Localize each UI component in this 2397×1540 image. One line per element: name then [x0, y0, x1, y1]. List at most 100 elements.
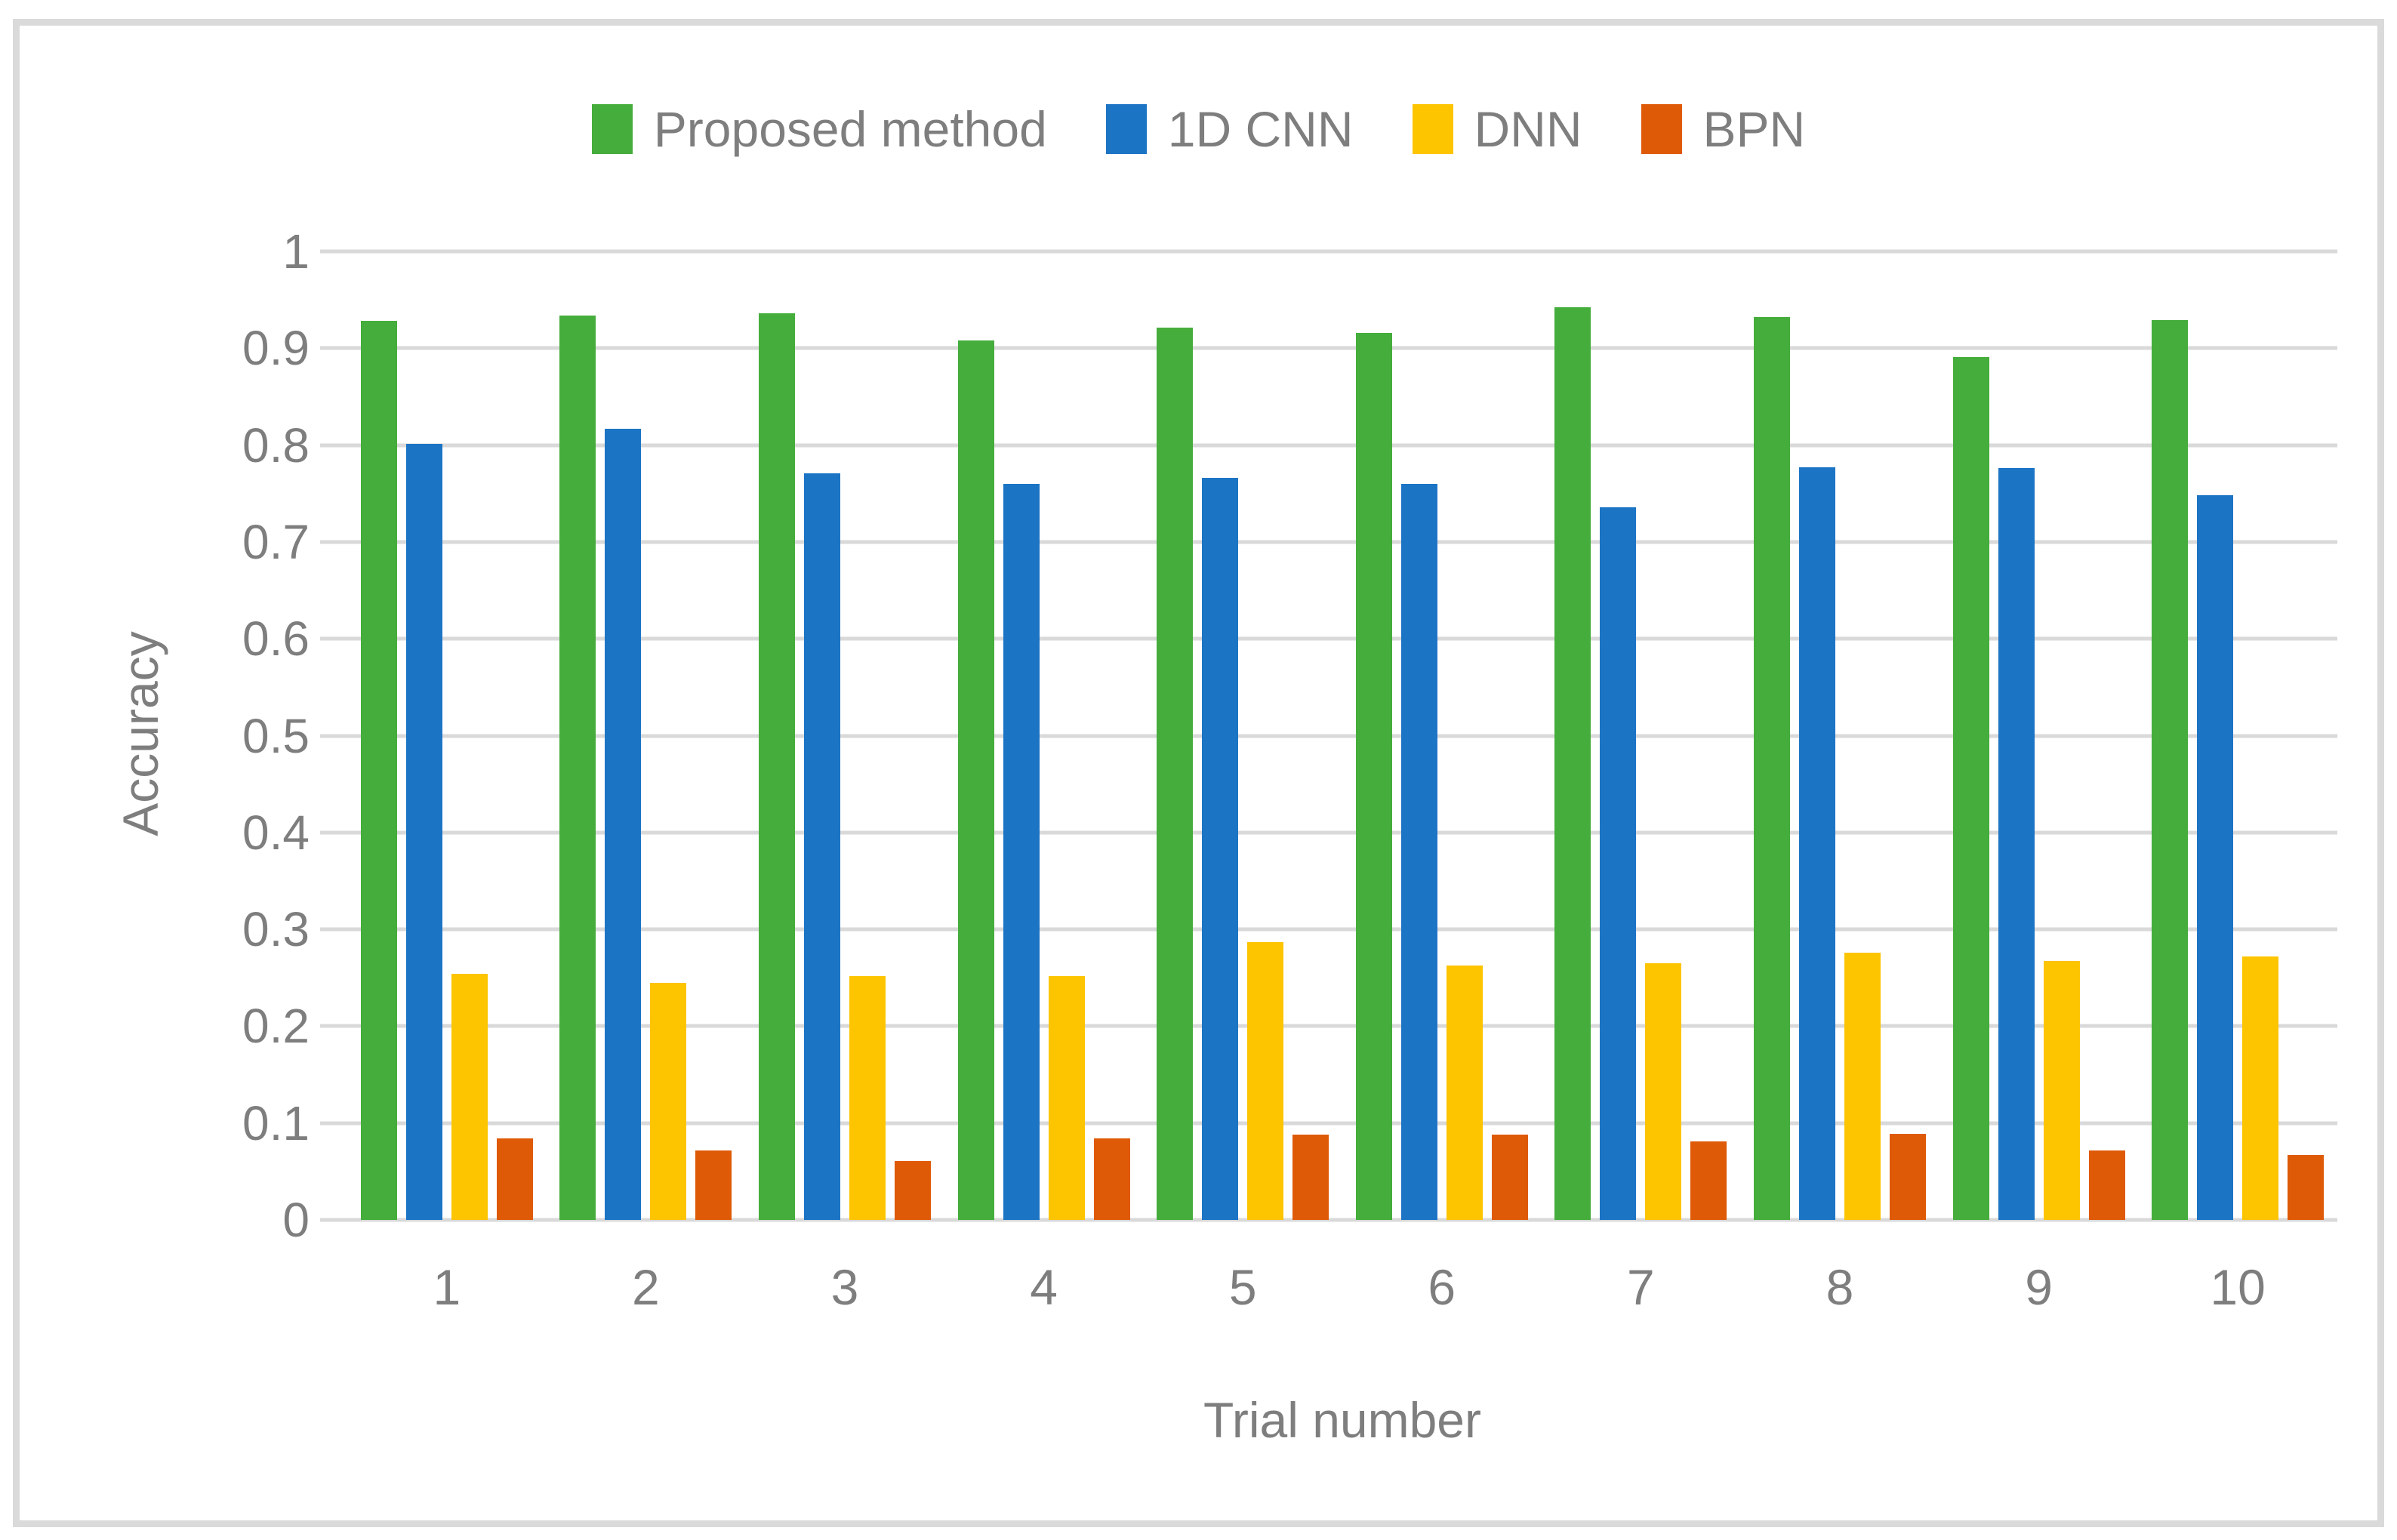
gridline-0.7 [347, 540, 2337, 544]
x-tick-label-2: 2 [632, 1259, 660, 1315]
bar-dnn-trial-10 [2242, 956, 2279, 1220]
gridline-0.2 [347, 1024, 2337, 1028]
bar-proposed-method-trial-8 [1753, 317, 1790, 1220]
bar-group-trial-10 [2138, 251, 2337, 1220]
x-tick-label-3: 3 [830, 1259, 859, 1315]
bar-dnn-trial-5 [1247, 941, 1284, 1220]
bar-bpn-trial-5 [1292, 1135, 1329, 1220]
legend-swatch-dnn [1412, 104, 1453, 154]
gridline-0.8 [347, 443, 2337, 448]
y-tick-label-0.7: 0.7 [242, 514, 310, 569]
y-tick-label-0.9: 0.9 [242, 321, 310, 376]
gridline-0.1 [347, 1121, 2337, 1126]
x-axis-title: Trial number [1203, 1392, 1481, 1448]
bar-proposed-method-trial-4 [957, 340, 994, 1220]
bar-group-trial-3 [745, 251, 944, 1220]
bar-dnn-trial-9 [2043, 961, 2080, 1220]
bar-1d-cnn-trial-8 [1798, 467, 1835, 1220]
y-axis-tick [320, 540, 347, 544]
bar-group-trial-5 [1143, 251, 1342, 1220]
y-axis-tick [320, 1121, 347, 1126]
y-tick-label-0.2: 0.2 [242, 999, 310, 1054]
x-tick-label-7: 7 [1627, 1259, 1655, 1315]
bar-1d-cnn-trial-9 [1998, 468, 2035, 1220]
gridline-0.5 [347, 734, 2337, 738]
bar-proposed-method-trial-9 [1952, 356, 1989, 1220]
bar-group-trial-1 [347, 251, 547, 1220]
bar-proposed-method-trial-1 [360, 321, 397, 1220]
bar-1d-cnn-trial-1 [405, 444, 442, 1220]
y-tick-label-0.8: 0.8 [242, 417, 310, 473]
y-axis-tick [320, 734, 347, 738]
x-tick-label-4: 4 [1030, 1259, 1058, 1315]
bar-group-trial-9 [1939, 251, 2139, 1220]
bar-bpn-trial-9 [2088, 1150, 2125, 1220]
bar-dnn-trial-8 [1844, 952, 1881, 1220]
x-tick-label-9: 9 [2025, 1259, 2053, 1315]
bar-dnn-trial-4 [1048, 975, 1085, 1220]
gridline-0 [347, 1218, 2337, 1222]
bar-proposed-method-trial-10 [2152, 320, 2189, 1220]
bar-group-trial-2 [547, 251, 746, 1220]
bar-dnn-trial-7 [1645, 963, 1682, 1220]
legend-item-1d-cnn: 1D CNN [1105, 101, 1354, 157]
bar-group-trial-8 [1740, 251, 1939, 1220]
bar-bpn-trial-6 [1491, 1135, 1528, 1220]
y-axis-tick [320, 1024, 347, 1028]
legend-swatch-proposed-method [591, 104, 633, 154]
gridline-0.6 [347, 636, 2337, 641]
y-axis-tick [320, 830, 347, 835]
x-tick-label-8: 8 [1825, 1259, 1854, 1315]
y-axis-tick [320, 346, 347, 350]
bar-bpn-trial-3 [894, 1160, 931, 1220]
bar-bpn-trial-10 [2288, 1155, 2325, 1220]
bar-proposed-method-trial-5 [1157, 328, 1194, 1220]
x-axis-tick-labels: 1 2 3 4 5 6 7 8 9 10 [347, 1262, 2337, 1312]
bar-proposed-method-trial-7 [1554, 307, 1591, 1220]
y-tick-label-0.4: 0.4 [242, 805, 310, 860]
bar-bpn-trial-8 [1889, 1133, 1926, 1220]
bar-proposed-method-trial-2 [559, 315, 596, 1220]
bar-dnn-trial-2 [650, 982, 687, 1220]
y-tick-label-1: 1 [282, 224, 310, 279]
legend-item-bpn: BPN [1641, 101, 1806, 157]
y-tick-label-0.5: 0.5 [242, 708, 310, 763]
bar-1d-cnn-trial-5 [1202, 478, 1239, 1220]
bar-1d-cnn-trial-6 [1400, 483, 1437, 1220]
bar-bpn-trial-2 [695, 1150, 732, 1220]
bar-group-trial-6 [1342, 251, 1542, 1220]
y-tick-label-0.1: 0.1 [242, 1095, 310, 1150]
y-tick-label-0: 0 [282, 1193, 310, 1247]
y-tick-label-0.6: 0.6 [242, 611, 310, 667]
bar-dnn-trial-6 [1446, 965, 1483, 1220]
legend-item-proposed-method: Proposed method [591, 104, 1047, 154]
bar-bpn-trial-7 [1690, 1141, 1727, 1220]
bar-proposed-method-trial-3 [758, 313, 795, 1220]
y-axis-tick [320, 927, 347, 932]
gridline-0.9 [347, 346, 2337, 350]
legend-swatch-1d-cnn [1105, 104, 1147, 154]
gridline-1 [347, 249, 2337, 254]
legend-swatch-bpn [1641, 104, 1682, 154]
bar-group-trial-7 [1542, 251, 1741, 1220]
legend-label: BPN [1702, 101, 1806, 157]
gridline-0.4 [347, 830, 2337, 835]
legend-label: 1D CNN [1167, 101, 1354, 157]
x-tick-label-6: 6 [1428, 1259, 1456, 1315]
legend: Proposed method 1D CNN DNN BPN [0, 104, 2397, 154]
bar-1d-cnn-trial-2 [605, 428, 642, 1220]
y-axis-tick [320, 636, 347, 641]
y-axis-tick [320, 443, 347, 448]
bar-series-area [347, 251, 2337, 1220]
y-tick-label-0.3: 0.3 [242, 902, 310, 957]
legend-item-dnn: DNN [1412, 104, 1582, 154]
bar-1d-cnn-trial-3 [803, 473, 840, 1220]
x-tick-label-5: 5 [1228, 1259, 1257, 1315]
plot-area [320, 249, 2337, 1222]
bar-bpn-trial-4 [1093, 1138, 1130, 1220]
bar-1d-cnn-trial-7 [1600, 507, 1637, 1220]
y-axis-tick [320, 1218, 347, 1222]
bar-dnn-trial-1 [451, 974, 488, 1220]
y-axis-tick-labels: 1 0.9 0.8 0.7 0.6 0.5 0.4 0.3 0.2 0.1 0 [0, 227, 329, 1244]
y-axis-tick [320, 249, 347, 254]
